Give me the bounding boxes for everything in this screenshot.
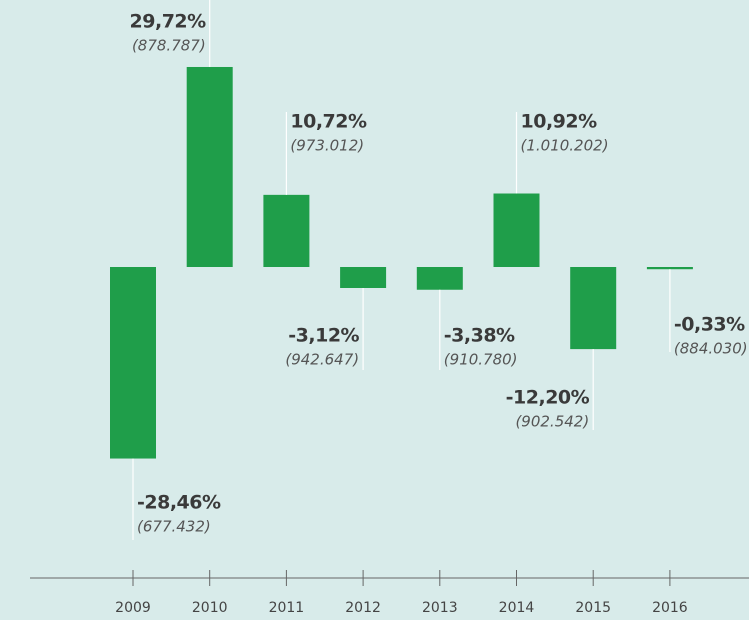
value-label: 10,92% [521, 111, 598, 133]
secondary-label: (1.010.202) [521, 137, 609, 155]
x-tick-label: 2012 [345, 600, 381, 616]
bar [646, 267, 693, 270]
bar [340, 267, 387, 288]
secondary-label: (884.030) [674, 340, 748, 358]
value-label: 10,72% [290, 111, 367, 133]
x-tick-label: 2010 [192, 600, 228, 616]
secondary-label: (677.432) [137, 518, 211, 536]
x-tick-label: 2013 [422, 600, 458, 616]
secondary-label: (878.787) [132, 37, 206, 55]
secondary-label: (910.780) [444, 351, 518, 369]
bar [263, 194, 310, 267]
value-label: -3,38% [444, 325, 515, 347]
secondary-label: (942.647) [285, 351, 359, 369]
x-tick-label: 2009 [115, 600, 151, 616]
bar [493, 193, 540, 267]
bar [110, 267, 156, 459]
value-label: -12,20% [506, 387, 590, 409]
x-tick-label: 2015 [575, 600, 611, 616]
value-label: -28,46% [137, 492, 221, 514]
bar [416, 267, 463, 290]
bar [570, 267, 617, 350]
x-tick-label: 2014 [499, 600, 535, 616]
x-tick-label: 2011 [269, 600, 305, 616]
bar [186, 66, 233, 267]
value-label: -0,33% [674, 314, 745, 336]
value-label: -3,12% [288, 325, 359, 347]
secondary-label: (902.542) [515, 413, 589, 431]
secondary-label: (973.012) [290, 137, 364, 155]
x-tick-label: 2016 [652, 600, 688, 616]
value-label: 29,72% [130, 11, 207, 33]
